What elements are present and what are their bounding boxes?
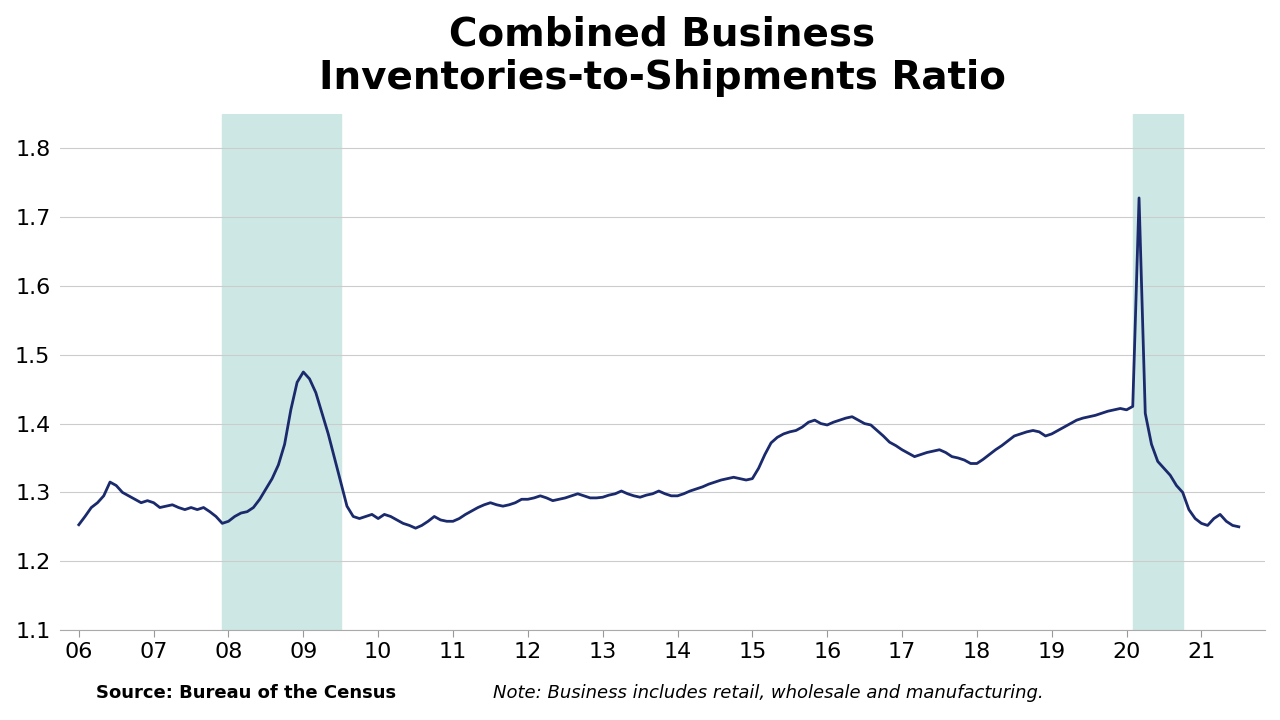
Text: Source: Bureau of the Census: Source: Bureau of the Census bbox=[96, 684, 396, 702]
Text: Note: Business includes retail, wholesale and manufacturing.: Note: Business includes retail, wholesal… bbox=[493, 684, 1043, 702]
Title: Combined Business
Inventories-to-Shipments Ratio: Combined Business Inventories-to-Shipmen… bbox=[319, 15, 1006, 97]
Bar bbox=[223, 114, 340, 630]
Bar bbox=[1133, 114, 1183, 630]
